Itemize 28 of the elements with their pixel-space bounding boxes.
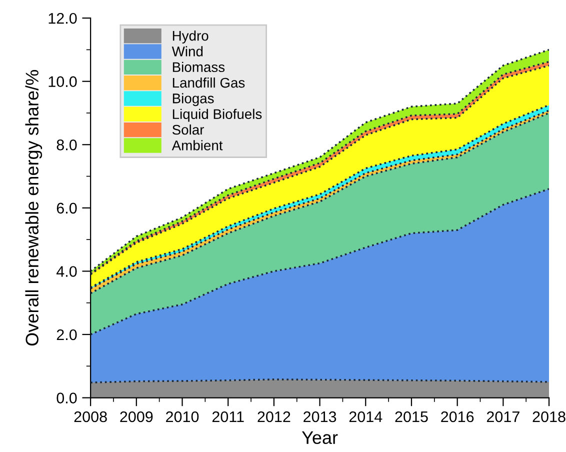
y-tick-label: 8.0	[56, 140, 77, 150]
y-tick-label: 0.0	[56, 392, 77, 404]
x-tick-label: 2014	[349, 411, 382, 422]
x-tick-label: 2008	[74, 411, 107, 422]
x-tick-label: 2015	[395, 411, 428, 422]
x-tick-label: 2013	[304, 411, 336, 422]
x-tick-label: 2012	[258, 411, 290, 422]
legend-label: Ambient	[172, 140, 223, 150]
legend-label: Hydro	[172, 30, 208, 44]
y-tick-label: 2.0	[56, 329, 77, 340]
x-tick-label: 2018	[532, 411, 566, 422]
legend-label: Landfill Gas	[172, 77, 245, 88]
y-tick-label: 10.0	[48, 76, 77, 88]
x-tick-label: 2010	[166, 411, 199, 422]
x-tick-label: 2009	[120, 411, 153, 422]
x-tick-label: 2016	[441, 411, 474, 422]
y-tick-label: 4.0	[56, 266, 77, 277]
legend-label: Biomass	[172, 62, 225, 72]
x-tick-label: 2017	[486, 411, 520, 422]
x-tick-label: 2011	[212, 411, 244, 422]
legend-label: Biogas	[172, 93, 214, 106]
y-axis-title: Overall renewable energy share/%	[25, 70, 42, 346]
y-tick-label: 12.0	[48, 12, 77, 24]
legend-label: Wind	[172, 46, 203, 56]
y-tick-label: 6.0	[56, 202, 77, 214]
legend-label: Liquid Biofuels	[172, 108, 262, 122]
x-axis-title: Year	[302, 431, 338, 444]
legend-label: Solar	[172, 124, 204, 135]
